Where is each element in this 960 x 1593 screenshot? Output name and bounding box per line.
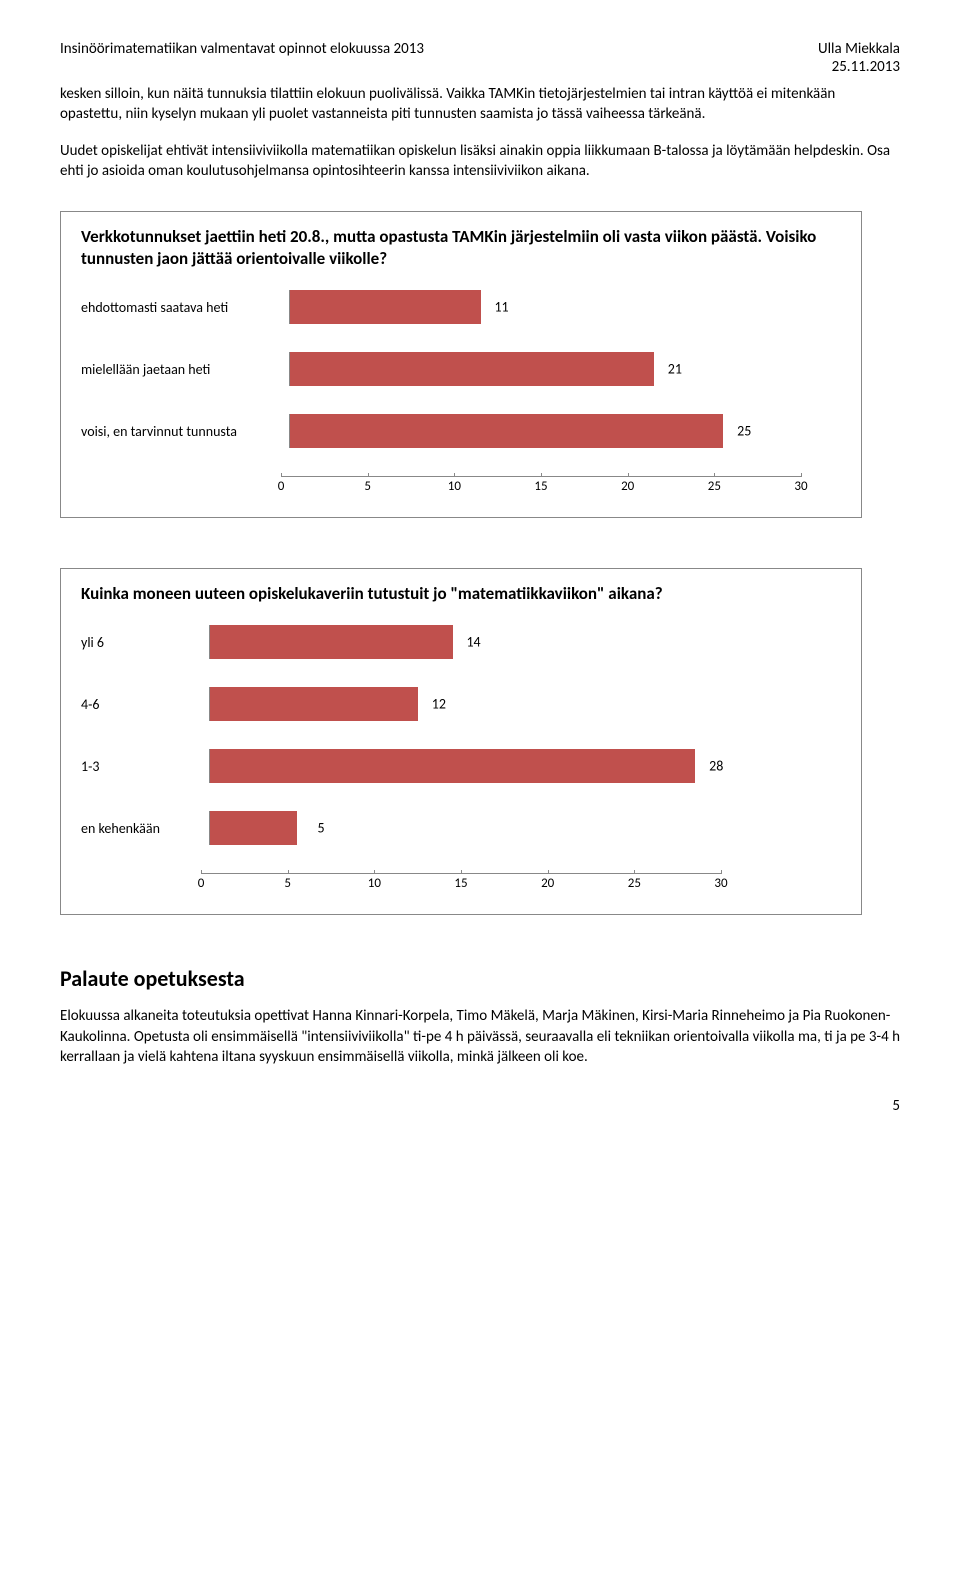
bar-area: 11 (289, 290, 810, 324)
tick-label: 30 (794, 479, 807, 494)
section-heading: Palaute opetuksesta (60, 965, 900, 992)
paragraph-2: Uudet opiskelijat ehtivät intensiiviviik… (60, 141, 900, 182)
tick-label: 5 (284, 876, 291, 891)
tick-label: 20 (621, 479, 634, 494)
bar-label: 4-6 (81, 696, 209, 713)
bar-label: yli 6 (81, 634, 209, 651)
tick-label: 30 (714, 876, 727, 891)
bar: 25 (290, 414, 723, 448)
chart-row: en kehenkään5 (81, 811, 841, 845)
chart-row: voisi, en tarvinnut tunnusta25 (81, 414, 841, 448)
chart-row: yli 614 (81, 625, 841, 659)
chart-row: 1-328 (81, 749, 841, 783)
tick-label: 0 (278, 479, 285, 494)
tick-label: 25 (628, 876, 641, 891)
header-left: Insinöörimatematiikan valmentavat opinno… (60, 40, 424, 76)
paragraph-1: kesken silloin, kun näitä tunnuksia tila… (60, 84, 900, 125)
bar-value: 21 (668, 361, 682, 378)
page-number: 5 (60, 1097, 900, 1115)
bar-area: 25 (289, 414, 810, 448)
bar-value: 14 (466, 634, 480, 651)
bar-value: 5 (318, 820, 325, 837)
bar-label: mielellään jaetaan heti (81, 361, 289, 378)
chart-2-title: Kuinka moneen uuteen opiskelukaveriin tu… (81, 583, 841, 605)
chart-1: Verkkotunnukset jaettiin heti 20.8., mut… (60, 211, 862, 518)
bar-area: 12 (209, 687, 730, 721)
tick-label: 10 (368, 876, 381, 891)
x-axis: 0 5 10 15 20 25 30 (81, 476, 841, 497)
bar: 11 (290, 290, 481, 324)
bar-area: 14 (209, 625, 730, 659)
bar-label: en kehenkään (81, 820, 209, 837)
tick-label: 5 (364, 479, 371, 494)
x-axis: 0 5 10 15 20 25 30 (81, 873, 841, 894)
bar-value: 28 (709, 758, 723, 775)
chart-row: mielellään jaetaan heti21 (81, 352, 841, 386)
bar: 28 (210, 749, 695, 783)
tick-label: 15 (534, 479, 547, 494)
tick-label: 20 (541, 876, 554, 891)
bar-value: 11 (494, 299, 508, 316)
bar-value: 25 (737, 423, 751, 440)
header-right: Ulla Miekkala 25.11.2013 (818, 40, 900, 76)
tick-label: 15 (454, 876, 467, 891)
bar: 21 (290, 352, 654, 386)
chart-row: 4-612 (81, 687, 841, 721)
tick-label: 25 (708, 479, 721, 494)
tick-label: 10 (448, 479, 461, 494)
bar: 12 (210, 687, 418, 721)
paragraph-3: Elokuussa alkaneita toteutuksia opettiva… (60, 1006, 900, 1067)
bar-value: 12 (432, 696, 446, 713)
bar-area: 28 (209, 749, 730, 783)
bar-area: 21 (289, 352, 810, 386)
chart-row: ehdottomasti saatava heti11 (81, 290, 841, 324)
chart-1-title: Verkkotunnukset jaettiin heti 20.8., mut… (81, 226, 841, 270)
tick-label: 0 (198, 876, 205, 891)
chart-2: Kuinka moneen uuteen opiskelukaveriin tu… (60, 568, 862, 915)
bar-label: voisi, en tarvinnut tunnusta (81, 423, 289, 440)
header-date: 25.11.2013 (818, 58, 900, 76)
bar: 5 (210, 811, 297, 845)
page-header: Insinöörimatematiikan valmentavat opinno… (60, 40, 900, 76)
bar-label: ehdottomasti saatava heti (81, 299, 289, 316)
bar: 14 (210, 625, 453, 659)
bar-label: 1-3 (81, 758, 209, 775)
bar-area: 5 (209, 811, 730, 845)
header-author: Ulla Miekkala (818, 40, 900, 58)
